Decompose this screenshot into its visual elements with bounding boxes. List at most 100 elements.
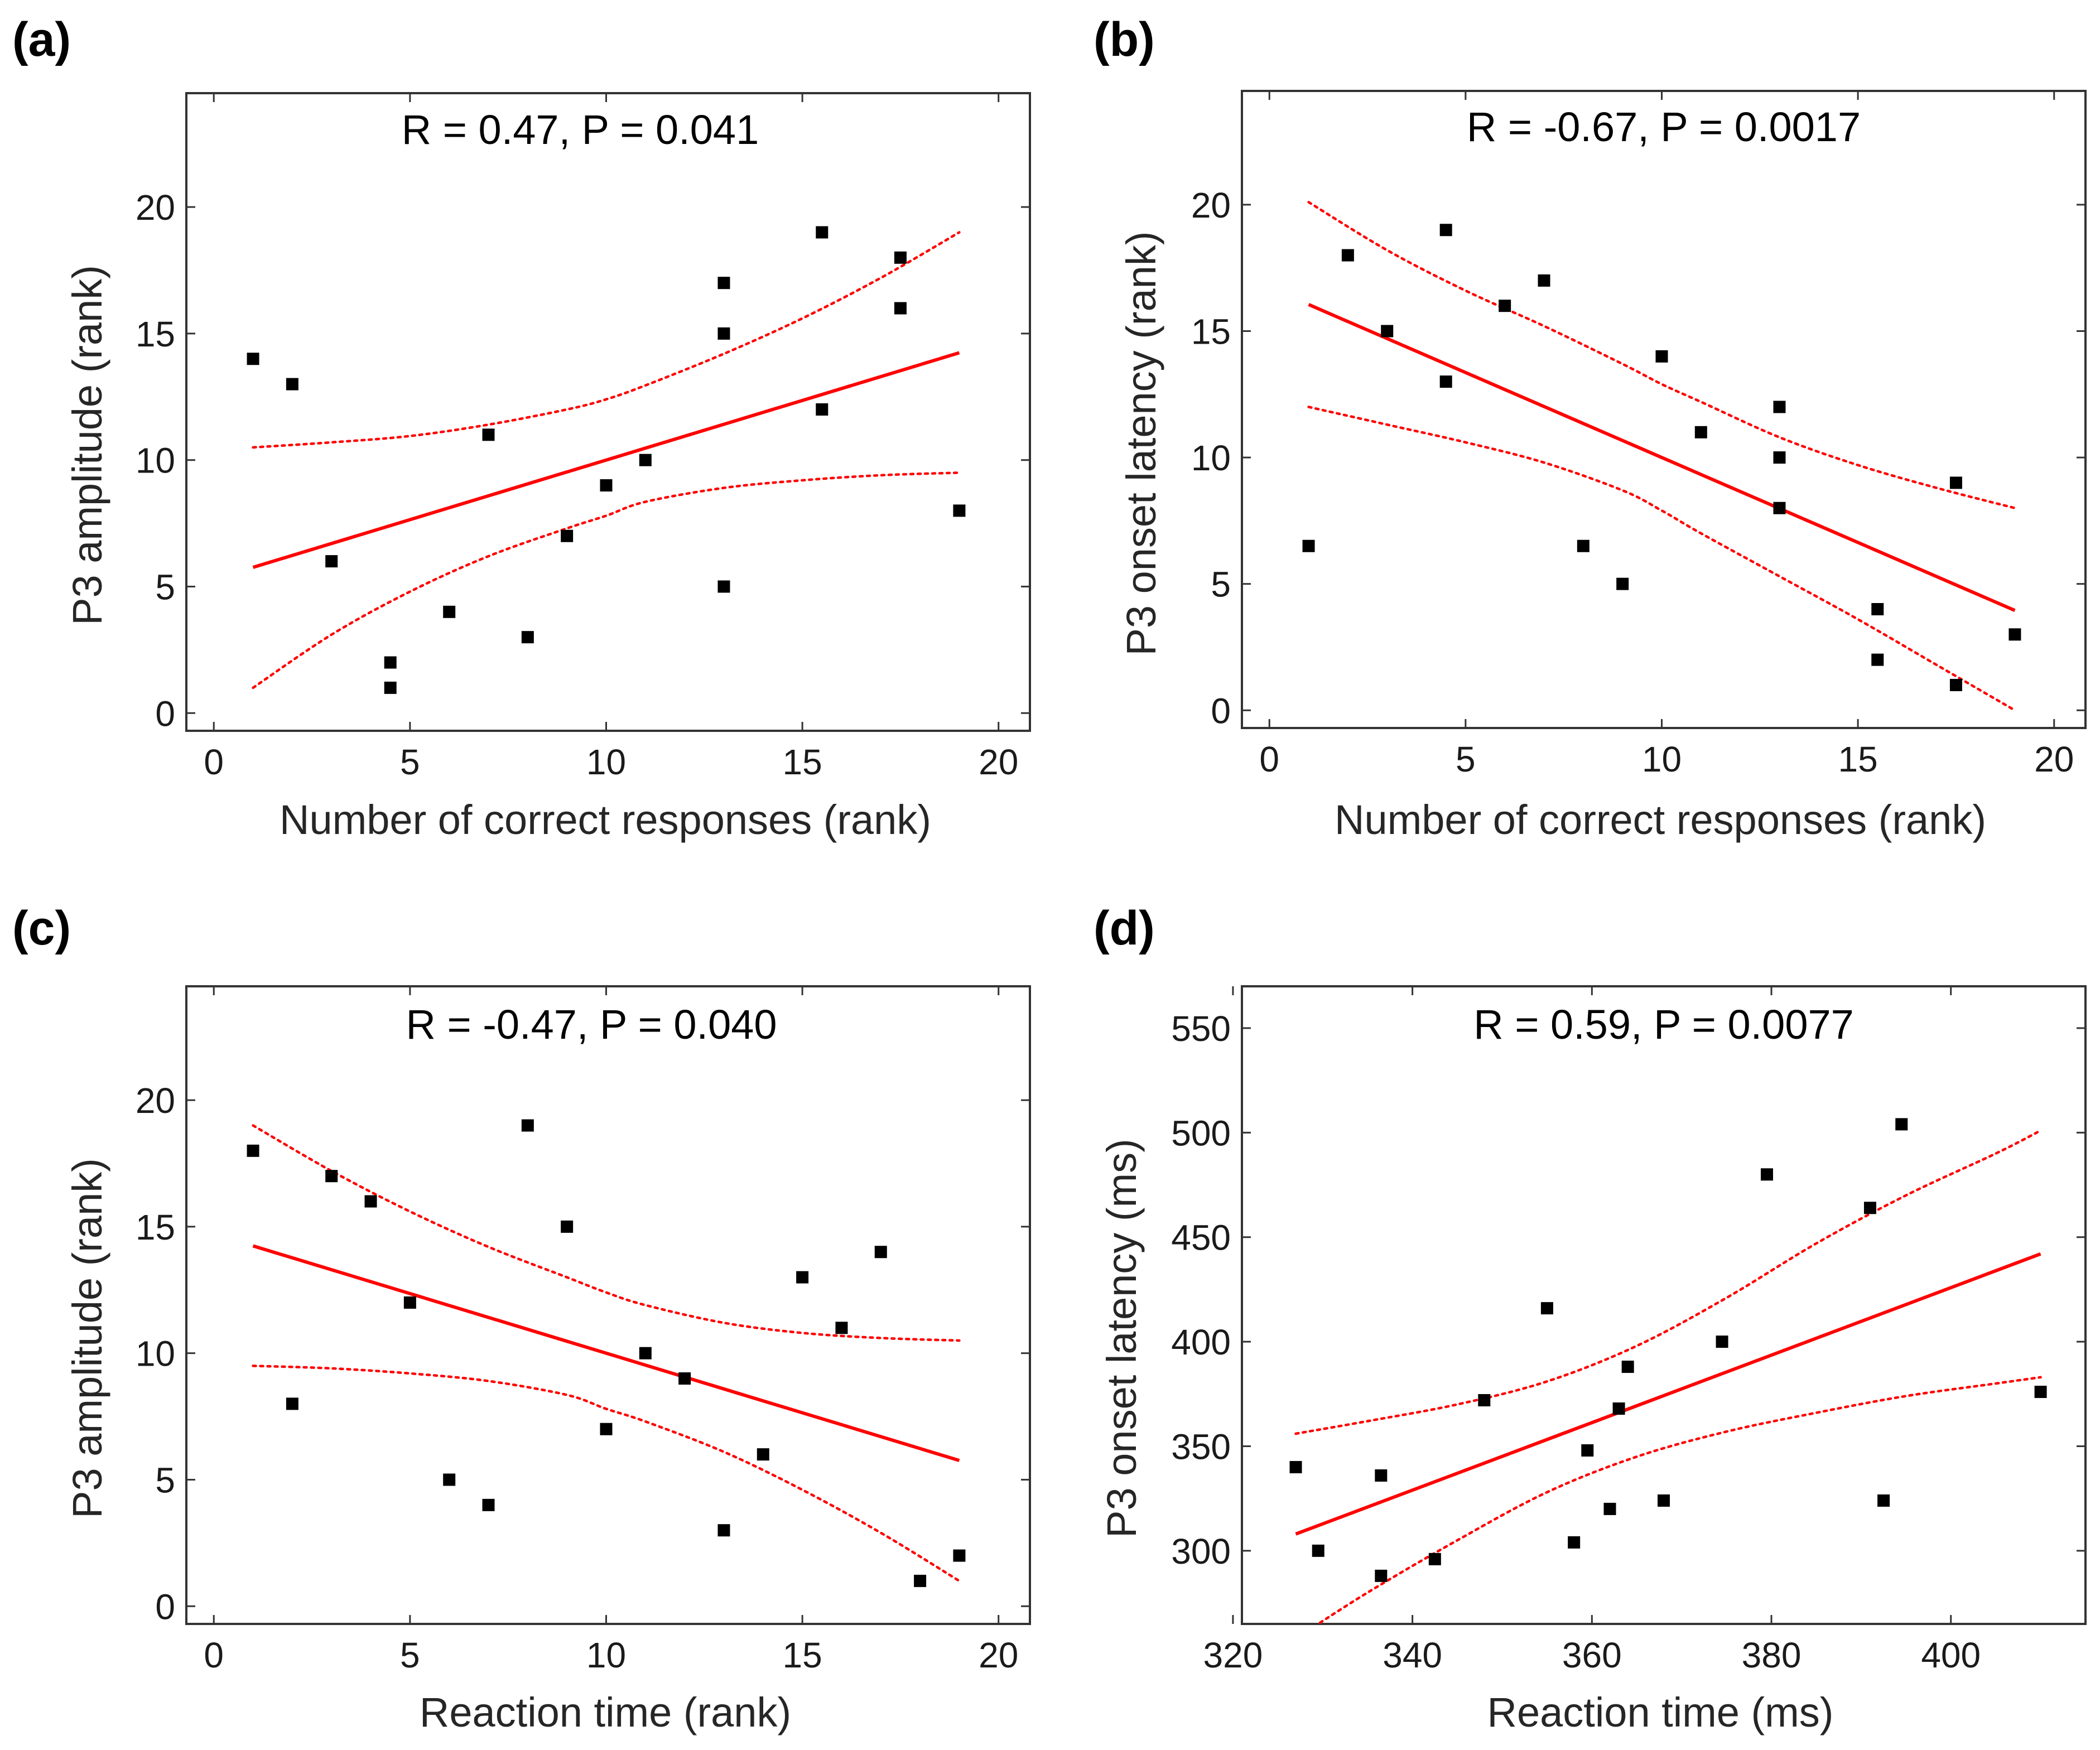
panel-c-point bbox=[835, 1322, 848, 1334]
panel-d-ci-upper bbox=[1294, 1129, 2042, 1435]
panel-b-ytick-label: 15 bbox=[1191, 312, 1231, 352]
panel-d-xlabel: Reaction time (ms) bbox=[1487, 1689, 1834, 1735]
panel-b-point bbox=[1655, 350, 1668, 363]
panel-a-ytick-label: 0 bbox=[155, 693, 175, 734]
panel-a-xtick-label: 10 bbox=[586, 742, 626, 782]
panel-d-point bbox=[1612, 1402, 1625, 1415]
panel-d-fit-line bbox=[1295, 1252, 2041, 1536]
panel-c-ytick-label: 10 bbox=[136, 1334, 175, 1374]
panel-b-point bbox=[1439, 375, 1452, 388]
panel-c-fit-line bbox=[252, 1244, 960, 1462]
panel-a-point bbox=[894, 302, 907, 315]
panel-c-ytick-label: 5 bbox=[155, 1460, 175, 1500]
panel-c-point bbox=[639, 1347, 652, 1359]
panel-b-point bbox=[1341, 249, 1354, 262]
panel-a-xtick-label: 20 bbox=[979, 742, 1018, 782]
panel-c-point bbox=[600, 1423, 613, 1435]
panel-a-ci-lower bbox=[252, 471, 961, 690]
panel-b-point bbox=[1949, 678, 1962, 691]
panel-d-ytick-label: 550 bbox=[1171, 1009, 1231, 1049]
panel-a-point bbox=[247, 353, 259, 365]
panel-a-point bbox=[325, 555, 338, 568]
panel-c-ytick-label: 0 bbox=[155, 1587, 175, 1627]
panel-a-annotation: R = 0.47, P = 0.041 bbox=[402, 107, 759, 153]
panel-c-xlabel: Reaction time (rank) bbox=[420, 1689, 791, 1735]
panel-a-point bbox=[286, 378, 298, 391]
panel-a-point bbox=[443, 605, 456, 618]
panel-c-point bbox=[914, 1574, 927, 1587]
panel-d-plot: 320 340 360 380 400 300 350 400 450 500 550 bbox=[1171, 985, 2087, 1675]
panel-c-ytick-label: 15 bbox=[136, 1207, 175, 1247]
panel-d-point bbox=[1621, 1361, 1634, 1373]
panel-d-point bbox=[1877, 1494, 1890, 1507]
panel-b-point bbox=[1616, 577, 1629, 590]
panel-b-ytick-label: 20 bbox=[1191, 185, 1231, 225]
panel-d-letter: (d) bbox=[1094, 901, 1155, 955]
panel-d-point bbox=[1568, 1536, 1581, 1549]
panel-c-ylabel: P3 amplitude (rank) bbox=[64, 1158, 110, 1518]
panel-a-xlabel: Number of correct responses (rank) bbox=[280, 797, 931, 843]
panel-a-ytick-label: 10 bbox=[136, 441, 175, 481]
panel-c-point bbox=[247, 1144, 259, 1157]
panel-d-point bbox=[2034, 1386, 2047, 1399]
panel-b-ylabel: P3 onset latency (rank) bbox=[1118, 232, 1164, 656]
panel-b-annotation: R = -0.67, P = 0.0017 bbox=[1467, 104, 1861, 150]
panel-b-plot: 0 5 10 15 20 0 5 10 15 20 bbox=[1191, 90, 2087, 779]
panel-b-point bbox=[1577, 539, 1590, 552]
panel-d-annotation: R = 0.59, P = 0.0077 bbox=[1473, 1001, 1854, 1048]
panel-c-point bbox=[678, 1372, 691, 1385]
panel-b-xlabel: Number of correct responses (rank) bbox=[1335, 797, 1986, 843]
panel-d-ci-lower bbox=[1316, 1376, 2042, 1624]
panel-b-point bbox=[1871, 653, 1884, 666]
panel-a-lines bbox=[252, 231, 961, 690]
panel-b-point bbox=[1773, 451, 1786, 464]
panel-d-point bbox=[1478, 1394, 1491, 1407]
panel-c-xtick-label: 0 bbox=[204, 1635, 224, 1675]
panel-d-xtick-label: 380 bbox=[1742, 1635, 1802, 1675]
panel-a-point bbox=[521, 631, 534, 644]
panel-b-point bbox=[2009, 628, 2021, 641]
panel-c-point bbox=[561, 1220, 574, 1233]
panel-c-xtick-label: 5 bbox=[400, 1635, 420, 1675]
panel-c-point bbox=[874, 1246, 887, 1259]
panel-d-xtick-label: 400 bbox=[1921, 1635, 1981, 1675]
panel-c-xtick-label: 15 bbox=[783, 1635, 822, 1675]
panel-c-point bbox=[953, 1549, 966, 1562]
panel-b-point bbox=[1381, 325, 1394, 338]
panel-a-point bbox=[384, 656, 397, 669]
panel-d-point bbox=[1658, 1494, 1670, 1507]
panel-c-point bbox=[482, 1498, 495, 1511]
panel-d-ytick-label: 300 bbox=[1171, 1531, 1231, 1571]
panel-a-point bbox=[816, 226, 829, 239]
panel-c-xtick-label: 20 bbox=[979, 1635, 1018, 1675]
panel-b-letter: (b) bbox=[1094, 13, 1155, 66]
panel-a-point bbox=[953, 504, 966, 517]
panel-d-point bbox=[1863, 1202, 1876, 1214]
panel-a-ytick-label: 15 bbox=[136, 314, 175, 354]
panel-a-point bbox=[717, 580, 730, 593]
panel-b-point bbox=[1499, 300, 1511, 312]
panel-c-plot: 0 5 10 15 20 0 5 10 15 20 bbox=[136, 985, 1031, 1675]
panel-b-xtick-label: 5 bbox=[1456, 739, 1476, 779]
panel-a-point bbox=[717, 327, 730, 340]
panel-d-ytick-label: 350 bbox=[1171, 1426, 1231, 1467]
panel-a-xtick-label: 15 bbox=[783, 742, 822, 782]
panel-d-point bbox=[1716, 1336, 1728, 1348]
panel-c-letter: (c) bbox=[12, 901, 71, 955]
panel-c-ytick-label: 20 bbox=[136, 1081, 175, 1121]
panel-b-ci-lower bbox=[1307, 406, 2016, 712]
panel-c-point bbox=[325, 1170, 338, 1183]
panel-b-xtick-label: 10 bbox=[1642, 739, 1682, 779]
panel-a-point bbox=[600, 479, 613, 492]
panel-d-ytick-label: 400 bbox=[1171, 1322, 1231, 1362]
panel-c-ci-upper bbox=[252, 1124, 961, 1342]
panel-b-point bbox=[1871, 603, 1884, 616]
panel-c-point bbox=[796, 1271, 809, 1284]
panel-a-xtick-label: 0 bbox=[204, 742, 224, 782]
panel-b-ytick-label: 0 bbox=[1211, 691, 1231, 731]
panel-d-point bbox=[1895, 1118, 1908, 1131]
panel-b-point bbox=[1773, 502, 1786, 514]
panel-d-ytick-label: 450 bbox=[1171, 1218, 1231, 1258]
panel-c-point bbox=[521, 1119, 534, 1132]
